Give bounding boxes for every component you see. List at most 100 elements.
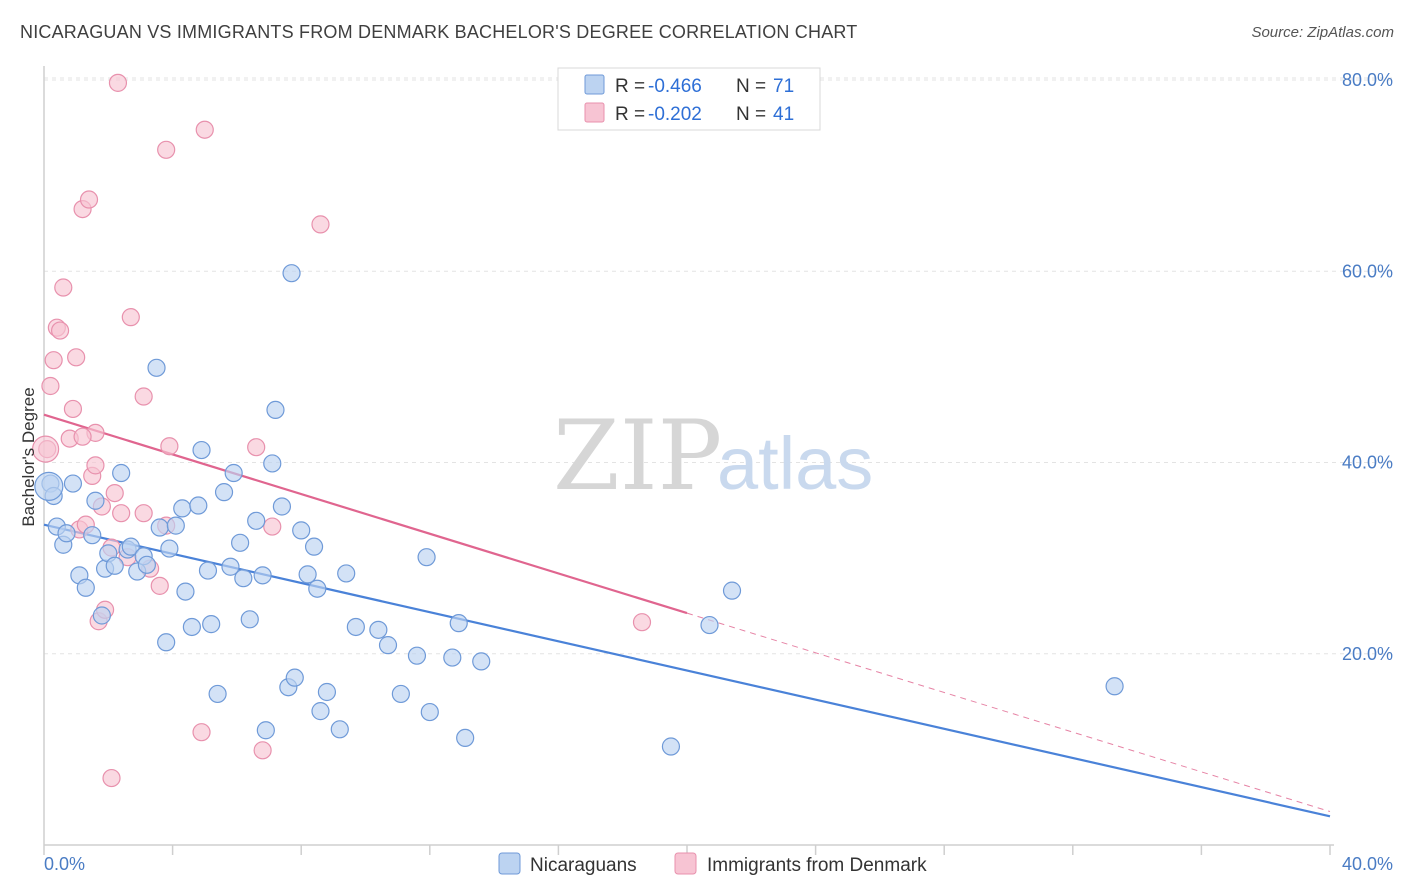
data-point <box>108 73 128 92</box>
data-point <box>263 454 282 473</box>
stats-legend: R = -0.466 N = 71 R = -0.202 N = 41 <box>557 67 821 131</box>
data-point <box>263 517 282 536</box>
data-point <box>73 427 92 446</box>
data-point <box>112 504 131 523</box>
data-point <box>420 702 439 722</box>
data-point <box>202 615 221 634</box>
data-point <box>472 652 491 671</box>
data-point <box>330 720 349 739</box>
data-point <box>160 539 179 558</box>
data-point <box>407 646 427 665</box>
trend-line-dashed-1 <box>686 612 1331 813</box>
data-point <box>292 521 311 540</box>
data-point <box>121 308 140 327</box>
data-point <box>63 399 83 419</box>
x-tick-marks <box>43 845 1331 855</box>
data-point <box>150 518 169 537</box>
y-tick-label: 40.0% <box>1342 453 1393 473</box>
data-point <box>346 617 365 637</box>
data-point <box>272 497 292 516</box>
data-point <box>378 636 398 655</box>
legend-n-value-2: 41 <box>773 104 794 125</box>
data-point <box>150 576 169 595</box>
legend-nicaraguans-swatch <box>498 852 521 875</box>
watermark: ZIP atlas <box>553 400 873 512</box>
data-point <box>304 537 324 556</box>
data-point <box>67 348 86 367</box>
legend-swatch-blue <box>584 74 605 95</box>
data-point <box>63 474 83 493</box>
chart-title: NICARAGUAN VS IMMIGRANTS FROM DENMARK BA… <box>20 22 858 42</box>
data-point <box>266 400 285 420</box>
data-point <box>661 737 681 756</box>
data-point <box>221 557 240 576</box>
data-point <box>195 120 214 139</box>
data-point <box>369 620 388 639</box>
data-point <box>147 358 166 377</box>
data-point <box>166 516 185 535</box>
data-point <box>253 566 272 585</box>
series-legend: Nicaraguans Immigrants from Denmark <box>498 852 927 876</box>
data-point <box>308 579 327 598</box>
data-point <box>57 524 76 543</box>
data-point <box>240 610 259 629</box>
data-point <box>231 533 250 552</box>
y-tick-label: 80.0% <box>1342 70 1393 90</box>
legend-r-label-1: R = <box>615 76 645 97</box>
legend-n-value-1: 71 <box>773 76 794 97</box>
data-point <box>137 555 156 574</box>
data-point <box>121 537 140 556</box>
data-point <box>700 615 719 635</box>
data-point <box>391 684 410 704</box>
data-point <box>157 633 176 652</box>
data-point <box>86 456 105 475</box>
data-point <box>86 491 105 510</box>
data-point <box>198 561 218 580</box>
data-point <box>256 721 275 740</box>
data-point <box>105 484 124 503</box>
data-point <box>189 496 208 515</box>
data-point-cluster <box>34 471 64 502</box>
data-point <box>102 768 121 788</box>
y-axis-label: Bachelor's Degree <box>19 387 38 526</box>
data-point <box>79 190 99 209</box>
data-point <box>192 440 211 460</box>
data-point <box>92 606 111 625</box>
data-point <box>311 702 330 721</box>
data-point <box>298 565 317 584</box>
data-point <box>192 723 211 742</box>
data-point <box>311 215 330 234</box>
data-point-cluster <box>32 435 60 463</box>
series-nicaraguans <box>34 264 1124 756</box>
data-point <box>722 581 742 600</box>
y-tick-label: 60.0% <box>1342 261 1393 281</box>
data-point <box>176 582 195 601</box>
data-point <box>105 556 124 575</box>
data-point <box>173 499 192 518</box>
data-point <box>449 614 468 633</box>
data-point <box>134 504 153 523</box>
data-point <box>157 140 176 159</box>
data-point <box>282 264 301 283</box>
legend-r-value-1: -0.466 <box>648 76 702 97</box>
data-point <box>134 387 153 406</box>
legend-n-label-2: N = <box>736 104 766 125</box>
y-tick-labels: 20.0% 40.0% 60.0% 80.0% <box>1342 70 1393 664</box>
data-point <box>224 463 243 483</box>
data-point <box>41 376 60 396</box>
legend-denmark-label: Immigrants from Denmark <box>707 855 927 876</box>
x-tick-label-max: 40.0% <box>1342 854 1393 874</box>
data-point <box>632 613 652 632</box>
legend-r-label-2: R = <box>615 104 645 125</box>
data-point <box>417 548 436 567</box>
data-point <box>182 617 201 637</box>
data-point <box>83 526 102 545</box>
legend-nicaraguans-label: Nicaraguans <box>530 855 637 876</box>
legend-n-label-1: N = <box>736 76 766 97</box>
watermark-zip: ZIP <box>553 400 722 512</box>
data-point <box>160 437 179 456</box>
source-label: Source: ZipAtlas.com <box>1251 24 1394 41</box>
x-tick-label-min: 0.0% <box>44 854 85 874</box>
data-point <box>214 483 234 502</box>
